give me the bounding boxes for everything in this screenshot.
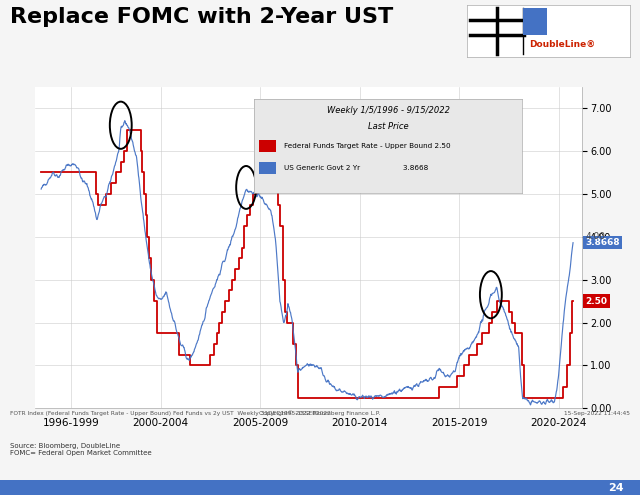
Text: Replace FOMC with 2-Year UST: Replace FOMC with 2-Year UST — [10, 7, 393, 27]
Bar — [259, 140, 276, 152]
Text: 15-Sep-2022 11:44:45: 15-Sep-2022 11:44:45 — [564, 411, 630, 416]
Text: Federal Funds Target Rate - Upper Bound 2.50: Federal Funds Target Rate - Upper Bound … — [284, 143, 450, 148]
Text: Weekly 1/5/1996 - 9/15/2022: Weekly 1/5/1996 - 9/15/2022 — [326, 106, 450, 115]
Bar — [523, 8, 547, 35]
Text: Copyright© 2022 Bloomberg Finance L.P.: Copyright© 2022 Bloomberg Finance L.P. — [259, 411, 381, 416]
Text: US Generic Govt 2 Yr                   3.8668: US Generic Govt 2 Yr 3.8668 — [284, 165, 428, 171]
Text: 24: 24 — [609, 483, 624, 493]
Text: DoubleLine®: DoubleLine® — [529, 40, 595, 49]
Text: Source: Bloomberg, DoubleLine
FOMC= Federal Open Market Committee: Source: Bloomberg, DoubleLine FOMC= Fede… — [10, 443, 151, 456]
Text: 4.00: 4.00 — [586, 232, 605, 241]
Bar — [259, 162, 276, 174]
Text: FOTR Index (Federal Funds Target Rate - Upper Bound) Fed Funds vs 2y UST  Weekly: FOTR Index (Federal Funds Target Rate - … — [10, 411, 330, 416]
Text: 2.50: 2.50 — [586, 297, 607, 305]
Text: Last Price: Last Price — [368, 122, 408, 131]
Text: 3.8668: 3.8668 — [586, 238, 620, 247]
